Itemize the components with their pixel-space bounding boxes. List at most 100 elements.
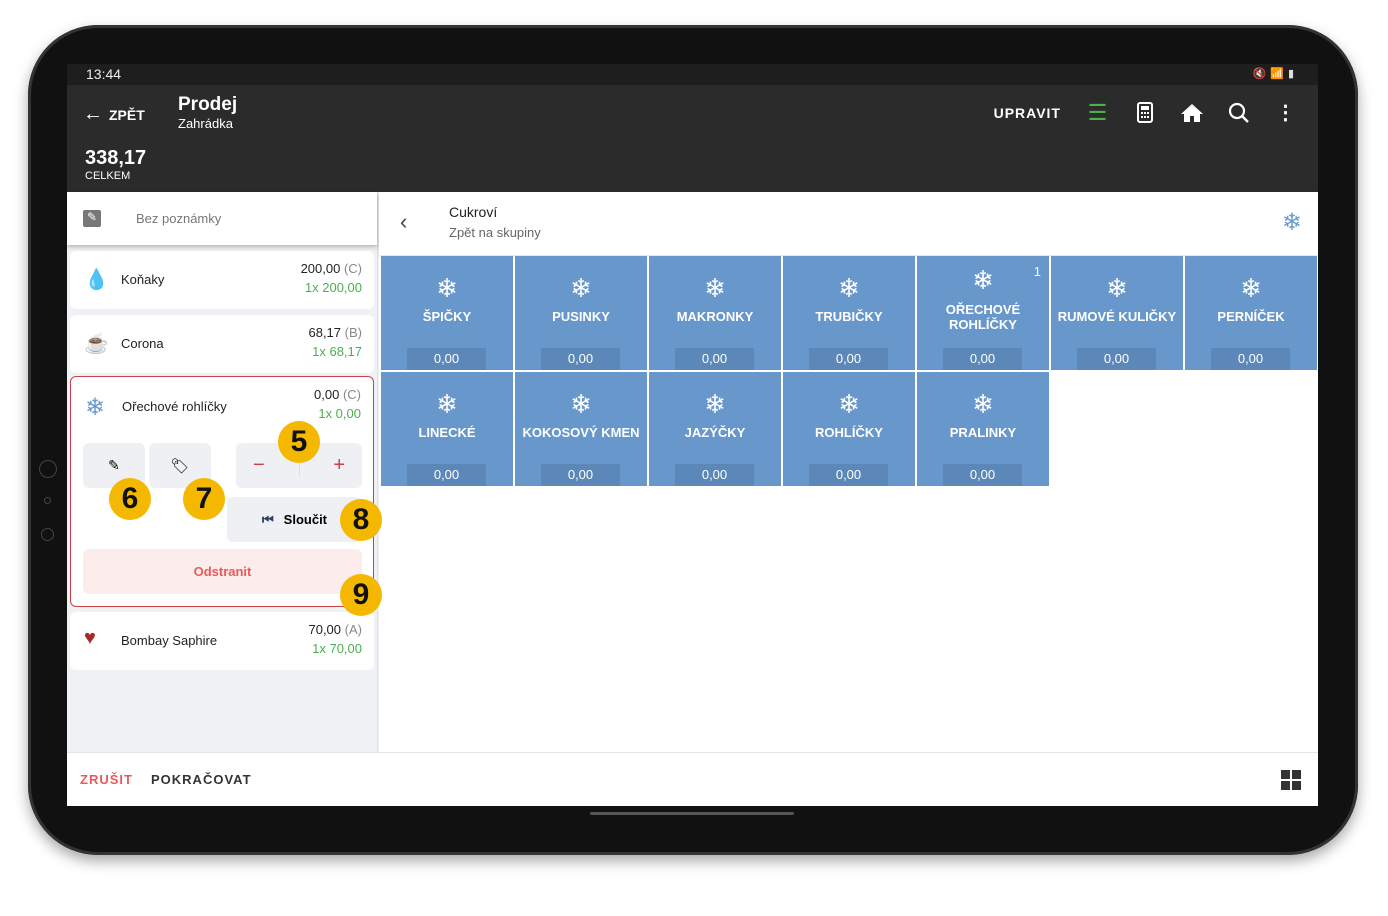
app-bar: ← ZPĚT Prodej Zahrádka 338,17 CELKEM UPRA… [67,85,1318,192]
product-price: 0,00 [541,464,620,486]
sensor [44,497,51,504]
product-tile[interactable]: ❄ PRALINKY 0,00 [917,372,1049,486]
product-tile[interactable]: ❄ OŘECHOVÉ ROHLÍČKY 0,00 1 [917,256,1049,370]
callout-badge-5: 5 [278,421,320,463]
product-price: 0,00 [943,464,1022,486]
cancel-button[interactable]: ZRUŠIT [80,772,133,787]
total-label: CELKEM [85,170,131,182]
product-name: LINECKÉ [418,424,476,440]
product-price: 0,00 [407,464,486,486]
item-qty: 1x 200,00 [304,280,362,295]
item-name: Bombay Saphire [121,633,218,648]
cup-icon: ☕ [84,333,109,355]
group-title: Cukroví [449,204,498,220]
plus-button[interactable]: + [333,454,346,476]
order-panel: ✎ Bez poznámky 💧 Koňaky 200,00 (C) 1x 20… [67,192,378,752]
edit-button[interactable]: UPRAVIT [993,104,1061,121]
home-indicator [590,812,794,815]
product-name: ŠPIČKY [422,308,472,324]
price: 0,00 [314,387,340,402]
back-to-groups-link[interactable]: Zpět na skupiny [449,225,541,240]
home-icon[interactable] [1179,100,1204,125]
tax: (C) [343,261,362,276]
grid-view-icon[interactable] [1281,770,1301,790]
calculator-icon[interactable] [1132,100,1157,125]
continue-button[interactable]: POKRAČOVAT [151,772,252,787]
bottom-bar: ZRUŠIT POKRAČOVAT [67,752,1318,806]
snowflake-icon: ❄ [570,389,592,419]
item-qty: 1x 70,00 [312,641,362,656]
tax: (B) [344,325,362,340]
remove-button[interactable]: Odstranit [83,549,362,594]
product-tile[interactable]: ❄ RUMOVÉ KULIČKY 0,00 [1051,256,1183,370]
product-tile[interactable]: ❄ LINECKÉ 0,00 [381,372,513,486]
tax: (A) [344,622,362,637]
product-tile[interactable]: ❄ KOKOSOVÝ KMEN 0,00 [515,372,647,486]
item-price: 70,00 (A) [308,622,362,637]
list-icon[interactable]: ☰ [1087,99,1108,125]
product-name: PRALINKY [949,424,1017,440]
page-title: Prodej [178,94,238,115]
product-price: 0,00 [675,348,754,370]
snowflake-icon: ❄ [1106,273,1128,303]
snowflake-icon: ❄ [570,273,592,303]
sensor [41,528,54,541]
snowflake-icon: ❄ [1281,209,1302,236]
snowflake-icon: ❄ [838,389,860,419]
snowflake-icon: ❄ [436,273,458,303]
drop-icon: 💧 [84,269,109,291]
product-tile[interactable]: ❄ ŠPIČKY 0,00 [381,256,513,370]
clock: 13:44 [86,66,122,82]
edit-note-icon: ✎ [83,210,101,227]
screen: 13:44 🔇📶▮ ← ZPĚT Prodej Zahrádka 338,17 C… [67,64,1318,806]
snowflake-icon: ❄ [972,389,994,419]
item-price: 68,17 (B) [308,325,362,340]
product-tile[interactable]: ❄ PERNÍČEK 0,00 [1185,256,1317,370]
price: 200,00 [300,261,341,276]
item-qty: 1x 68,17 [312,344,362,359]
product-tile[interactable]: ❄ ROHLÍČKY 0,00 [783,372,915,486]
product-price: 0,00 [809,464,888,486]
callout-badge-6: 6 [109,478,151,520]
more-vert-icon[interactable]: ⋮ [1275,102,1296,124]
divider [298,455,300,476]
product-panel: ‹ Cukroví Zpět na skupiny ❄ ❄ ŠPIČKY 0,00 ❄… [379,192,1318,752]
price: 70,00 [308,622,342,637]
product-price: 0,00 [541,348,620,370]
minus-button[interactable]: − [252,454,265,476]
item-name: Ořechové rohlíčky [122,399,227,414]
chevron-left-icon[interactable]: ‹ [400,209,408,234]
order-item[interactable]: ♥ Bombay Saphire 70,00 (A) 1x 70,00 [70,612,374,670]
remove-label: Odstranit [193,564,252,579]
order-item[interactable]: 💧 Koňaky 200,00 (C) 1x 200,00 [70,251,374,309]
camera [39,460,57,478]
snowflake-icon: ❄ [436,389,458,419]
search-icon[interactable] [1226,100,1251,125]
merge-button[interactable]: ⏮ Sloučit [227,497,362,542]
product-price: 0,00 [1211,348,1290,370]
product-grid: ❄ ŠPIČKY 0,00 ❄ PUSINKY 0,00 ❄ MAKRONKY 0,00 ❄ TRU… [381,256,1317,486]
product-price: 0,00 [407,348,486,370]
product-name: MAKRONKY [676,308,754,324]
product-price: 0,00 [809,348,888,370]
product-name: TRUBIČKY [815,308,883,324]
order-item[interactable]: ☕ Corona 68,17 (B) 1x 68,17 [70,315,374,373]
merge-label: Sloučit [283,512,328,527]
snowflake-icon: ❄ [972,265,994,295]
product-price: 0,00 [1077,348,1156,370]
product-name: KOKOSOVÝ KMEN [522,424,640,440]
heart-icon: ♥ [84,627,96,649]
product-price: 0,00 [943,348,1022,370]
snowflake-icon: ❄ [1240,273,1262,303]
order-note[interactable]: ✎ Bez poznámky [67,192,377,245]
back-button[interactable]: ← ZPĚT [83,103,145,126]
product-tile[interactable]: ❄ PUSINKY 0,00 [515,256,647,370]
merge-icon: ⏮ [261,511,274,527]
product-name: PUSINKY [552,308,610,324]
snowflake-icon: ❄ [704,273,726,303]
item-name: Corona [121,336,164,351]
product-tile[interactable]: ❄ MAKRONKY 0,00 [649,256,781,370]
callout-badge-8: 8 [340,499,382,541]
product-tile[interactable]: ❄ TRUBIČKY 0,00 [783,256,915,370]
product-tile[interactable]: ❄ JAZÝČKY 0,00 [649,372,781,486]
